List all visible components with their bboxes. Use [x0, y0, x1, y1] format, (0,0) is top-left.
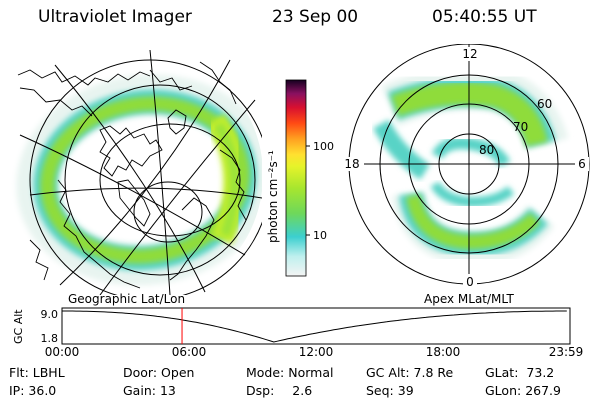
date-label: 23 Sep 00 [272, 7, 359, 27]
altitude-ytick-high: 9.0 [41, 308, 59, 321]
info-gain: Gain: 13 [123, 383, 176, 398]
time-label: 05:40:55 UT [432, 7, 537, 27]
apex-projection-label: Apex MLat/MLT [424, 292, 514, 306]
info-seq: Seq: 39 [366, 383, 414, 398]
mlat-label-70: 70 [513, 120, 528, 134]
info-door: Door: Open [123, 365, 195, 380]
altitude-xtick-2359: 23:59 [549, 345, 584, 359]
colorbar: 100 10 photon cm⁻²s⁻¹ [266, 79, 334, 277]
info-flt: Flt: LBHL [9, 365, 65, 380]
polar-grid [348, 44, 590, 285]
altitude-curve [62, 310, 567, 343]
geographic-map [16, 49, 262, 295]
info-glat: GLat: 73.2 [485, 365, 555, 380]
altitude-xtick-0600: 06:00 [172, 345, 207, 359]
info-dsp: Dsp: 2.6 [246, 383, 313, 398]
colorbar-gradient [285, 79, 307, 277]
altitude-plot-frame [61, 307, 571, 345]
altitude-xtick-0000: 00:00 [45, 345, 80, 359]
mlt-label-6: 6 [578, 157, 586, 171]
mlt-label-18: 18 [344, 157, 359, 171]
mlat-label-80: 80 [479, 143, 494, 157]
mlt-label-12: 12 [462, 47, 477, 61]
altitude-ylabel: GC Alt [12, 309, 25, 344]
latlon-grid [19, 49, 262, 295]
geographic-projection-label: Geographic Lat/Lon [68, 292, 186, 306]
colorbar-unit-label: photon cm⁻²s⁻¹ [266, 150, 280, 243]
altitude-xtick-1800: 18:00 [426, 345, 461, 359]
mlat-mlt-polar-map: 12 18 6 0 60 70 80 [340, 44, 590, 289]
aurora-oval-geographic [16, 74, 262, 286]
info-glon: GLon: 267.9 [485, 383, 561, 398]
info-mode: Mode: Normal [246, 365, 334, 380]
aurora-oval-polar [373, 66, 569, 266]
instrument-title: Ultraviolet Imager [38, 7, 192, 27]
colorbar-tick-100: 100 [313, 140, 334, 153]
mlt-label-0: 0 [466, 275, 474, 289]
coastlines [17, 61, 247, 289]
info-gcalt: GC Alt: 7.8 Re [366, 365, 454, 380]
colorbar-tick-10: 10 [313, 229, 327, 242]
info-ip: IP: 36.0 [9, 383, 57, 398]
altitude-ytick-low: 1.8 [41, 332, 59, 345]
altitude-plot: GC Alt 9.0 1.8 00:00 06:00 12:00 18:00 2… [12, 307, 584, 359]
altitude-xtick-1200: 12:00 [299, 345, 334, 359]
mlat-label-60: 60 [537, 97, 552, 111]
